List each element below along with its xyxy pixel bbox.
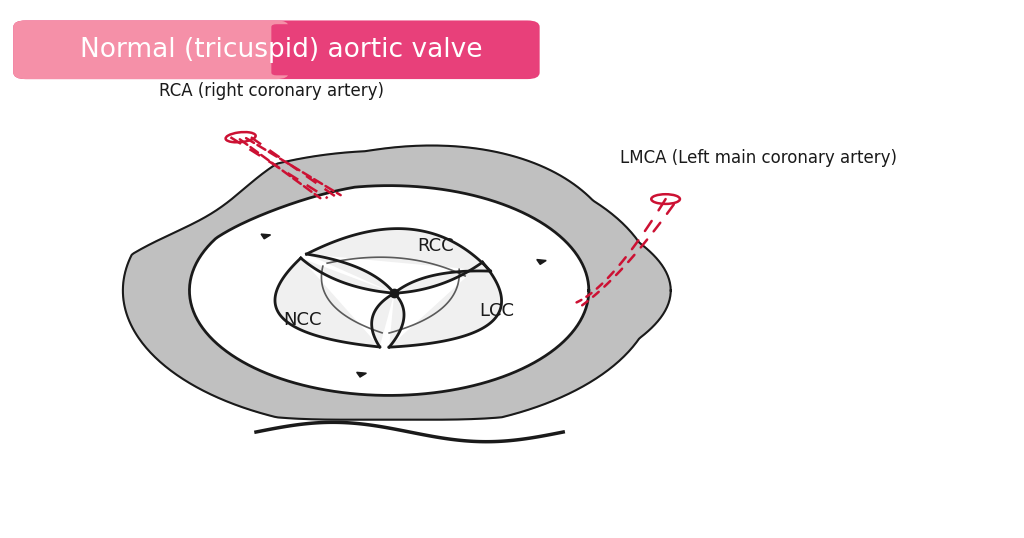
Polygon shape [537, 259, 546, 264]
Bar [214, 27, 228, 73]
Bar [100, 27, 116, 73]
Bar [164, 27, 178, 73]
Polygon shape [261, 234, 270, 239]
Bar [239, 27, 254, 73]
Bar [352, 27, 367, 73]
Text: RCA (right coronary artery): RCA (right coronary artery) [159, 82, 384, 100]
Bar [276, 27, 291, 73]
Bar [38, 27, 53, 73]
Bar [176, 27, 190, 73]
Bar [51, 27, 66, 73]
Bar [427, 27, 441, 73]
Bar [339, 27, 354, 73]
Bar [439, 27, 455, 73]
Bar [453, 27, 467, 73]
Bar [114, 27, 128, 73]
Bar [264, 27, 279, 73]
Polygon shape [306, 229, 490, 293]
Bar [327, 27, 341, 73]
FancyBboxPatch shape [13, 20, 289, 79]
Bar [477, 27, 492, 73]
Polygon shape [356, 372, 367, 377]
Polygon shape [123, 145, 671, 420]
Bar [88, 27, 102, 73]
Bar [302, 27, 316, 73]
Bar [252, 27, 266, 73]
Bar [401, 27, 417, 73]
Text: RCC: RCC [417, 237, 454, 256]
Bar [465, 27, 479, 73]
FancyBboxPatch shape [271, 24, 532, 75]
FancyBboxPatch shape [13, 20, 540, 79]
Bar [502, 27, 517, 73]
Polygon shape [389, 262, 502, 347]
Text: Normal (tricuspid) aortic valve: Normal (tricuspid) aortic valve [80, 37, 483, 63]
Bar [515, 27, 529, 73]
Bar [314, 27, 329, 73]
Polygon shape [189, 186, 589, 395]
Bar [289, 27, 303, 73]
Text: LMCA (Left main coronary artery): LMCA (Left main coronary artery) [620, 149, 897, 167]
Bar [76, 27, 90, 73]
Bar [389, 27, 403, 73]
Text: LCC: LCC [479, 302, 514, 320]
Bar [138, 27, 154, 73]
Bar [188, 27, 203, 73]
Bar [201, 27, 216, 73]
Text: NCC: NCC [283, 311, 322, 329]
Bar [377, 27, 391, 73]
Bar [126, 27, 140, 73]
Bar [226, 27, 241, 73]
Bar [152, 27, 166, 73]
Bar [365, 27, 379, 73]
Polygon shape [275, 258, 394, 347]
Bar [489, 27, 504, 73]
Bar [415, 27, 429, 73]
Bar [63, 27, 78, 73]
Bar [26, 27, 40, 73]
